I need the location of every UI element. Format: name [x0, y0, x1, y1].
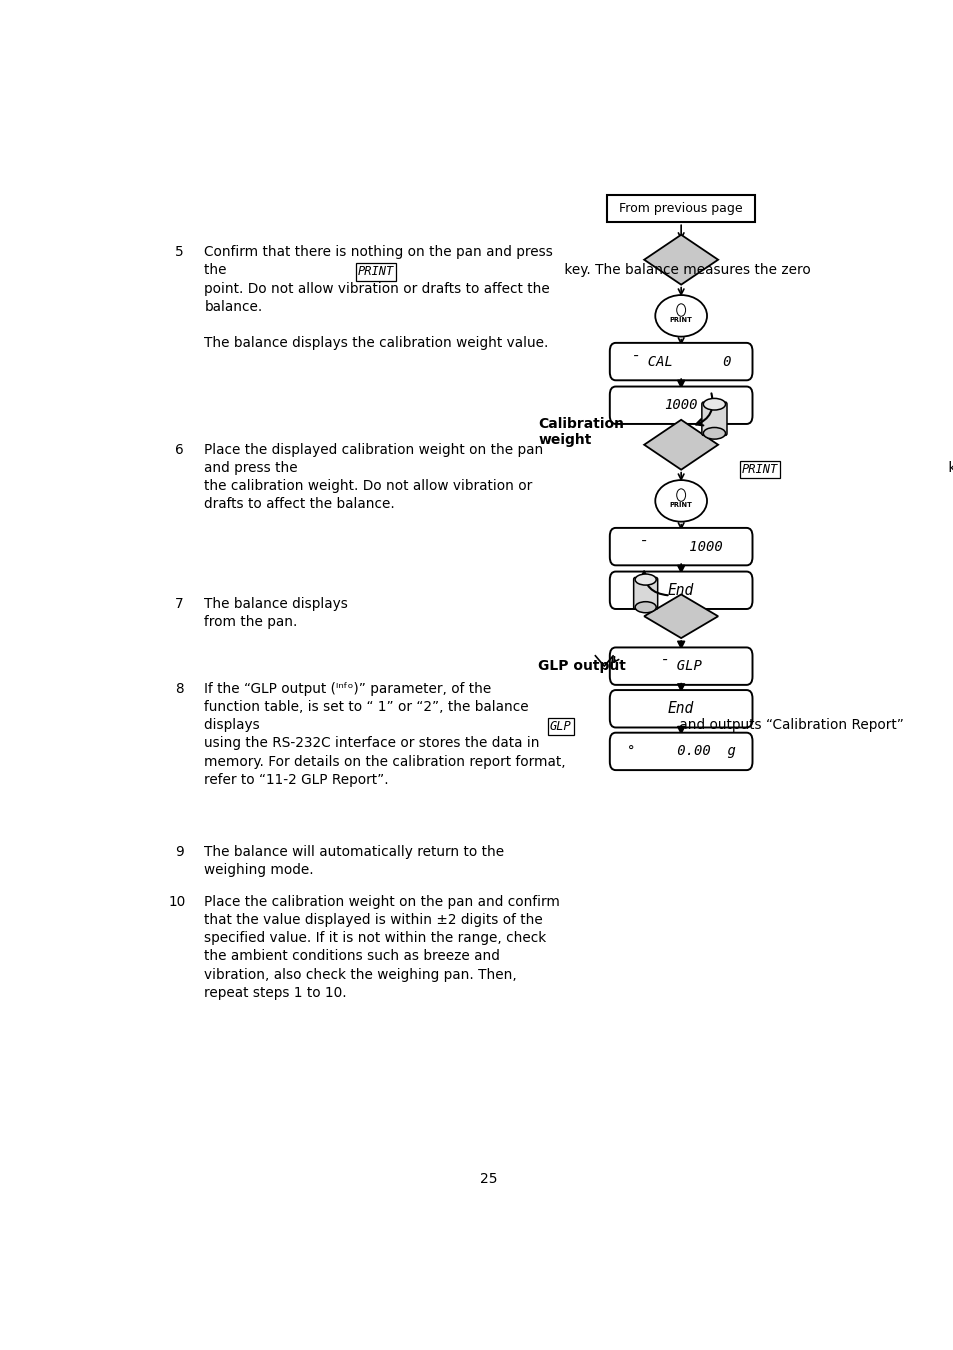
Text: 5: 5 [174, 246, 183, 259]
Text: drafts to affect the balance.: drafts to affect the balance. [204, 497, 395, 512]
FancyArrowPatch shape [696, 393, 712, 425]
Text: point. Do not allow vibration or drafts to affect the: point. Do not allow vibration or drafts … [204, 282, 550, 296]
Text: ¯     1000: ¯ 1000 [639, 540, 722, 553]
Text: The balance displays: The balance displays [204, 597, 353, 610]
FancyBboxPatch shape [606, 196, 755, 223]
Polygon shape [643, 594, 718, 639]
Text: that the value displayed is within ±2 digits of the: that the value displayed is within ±2 di… [204, 913, 542, 927]
Text: 9: 9 [174, 845, 183, 859]
Text: displays: displays [204, 718, 264, 732]
Text: PRINT: PRINT [669, 502, 692, 508]
Text: vibration, also check the weighing pan. Then,: vibration, also check the weighing pan. … [204, 968, 517, 981]
Ellipse shape [702, 428, 724, 439]
Text: Place the calibration weight on the pan and confirm: Place the calibration weight on the pan … [204, 895, 559, 909]
Text: Confirm that there is nothing on the pan and press: Confirm that there is nothing on the pan… [204, 246, 553, 259]
Text: 1000: 1000 [663, 398, 698, 412]
Ellipse shape [655, 481, 706, 521]
Text: 6: 6 [174, 443, 183, 456]
Text: GLP output: GLP output [537, 659, 626, 674]
Text: Place the displayed calibration weight on the pan: Place the displayed calibration weight o… [204, 443, 543, 456]
FancyBboxPatch shape [633, 578, 657, 609]
Text: from the pan.: from the pan. [204, 614, 297, 629]
FancyBboxPatch shape [609, 690, 752, 728]
Text: 8: 8 [174, 682, 183, 695]
Text: End: End [667, 701, 694, 717]
Text: key. The balance measures: key. The balance measures [943, 460, 953, 475]
Ellipse shape [635, 602, 656, 613]
Text: If the “GLP output (ᴵⁿᶠᵒ)” parameter, of the: If the “GLP output (ᴵⁿᶠᵒ)” parameter, of… [204, 682, 491, 695]
Text: and press the: and press the [204, 460, 302, 475]
Text: 10: 10 [169, 895, 186, 909]
Polygon shape [643, 235, 718, 285]
Text: GLP: GLP [549, 720, 571, 733]
Text: PRINT: PRINT [357, 266, 394, 278]
Text: refer to “11-2 GLP Report”.: refer to “11-2 GLP Report”. [204, 772, 389, 787]
Polygon shape [643, 420, 718, 470]
Ellipse shape [655, 296, 706, 336]
Text: The balance displays the calibration weight value.: The balance displays the calibration wei… [204, 336, 548, 350]
Text: Calibration
weight: Calibration weight [537, 417, 624, 447]
Text: ¯ CAL      0: ¯ CAL 0 [630, 355, 731, 369]
FancyBboxPatch shape [609, 386, 752, 424]
Text: End: End [667, 583, 694, 598]
Text: °     0.00  g: ° 0.00 g [626, 744, 735, 759]
Ellipse shape [702, 398, 724, 410]
Text: memory. For details on the calibration report format,: memory. For details on the calibration r… [204, 755, 565, 768]
Text: specified value. If it is not within the range, check: specified value. If it is not within the… [204, 931, 546, 945]
Ellipse shape [635, 574, 656, 585]
Text: From previous page: From previous page [618, 202, 742, 215]
FancyBboxPatch shape [701, 402, 726, 436]
FancyBboxPatch shape [609, 343, 752, 381]
Text: key. The balance measures the zero: key. The balance measures the zero [559, 263, 810, 277]
Text: The balance will automatically return to the: The balance will automatically return to… [204, 845, 504, 859]
Text: repeat steps 1 to 10.: repeat steps 1 to 10. [204, 986, 347, 1000]
Text: the calibration weight. Do not allow vibration or: the calibration weight. Do not allow vib… [204, 479, 532, 493]
FancyBboxPatch shape [609, 528, 752, 566]
Text: balance.: balance. [204, 300, 262, 313]
Text: using the RS-232C interface or stores the data in: using the RS-232C interface or stores th… [204, 736, 539, 751]
Text: 25: 25 [479, 1172, 497, 1185]
FancyBboxPatch shape [609, 571, 752, 609]
FancyBboxPatch shape [609, 733, 752, 770]
Text: function table, is set to “ 1” or “2”, the balance: function table, is set to “ 1” or “2”, t… [204, 699, 528, 714]
Text: and outputs “Calibration Report”: and outputs “Calibration Report” [675, 718, 903, 732]
Text: 7: 7 [174, 597, 183, 610]
Text: weighing mode.: weighing mode. [204, 863, 314, 878]
FancyBboxPatch shape [609, 648, 752, 684]
Text: PRINT: PRINT [669, 317, 692, 323]
Text: PRINT: PRINT [741, 463, 778, 477]
FancyArrowPatch shape [640, 571, 667, 595]
Text: the ambient conditions such as breeze and: the ambient conditions such as breeze an… [204, 949, 499, 964]
Text: ¯ GLP: ¯ GLP [659, 659, 701, 674]
Text: the: the [204, 263, 231, 277]
